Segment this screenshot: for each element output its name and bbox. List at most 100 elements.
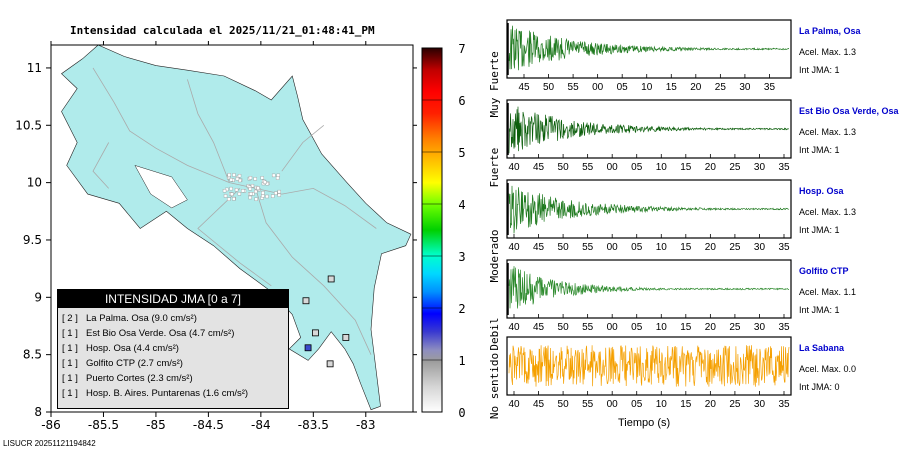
intensity-station-marker [304,344,312,352]
seismogram-panels: 45 50 55 00 05 10 15 20 25 30 35 40 45 50 55 00 05 10 15 20… [506,19,792,410]
trace-x-tick-label: 40 [508,242,520,253]
trace-station-name: La Palma, Osa [799,26,861,36]
trace-x-tick-label: 30 [754,322,766,333]
network-station [232,173,236,177]
trace-x-tick-label: 20 [705,322,717,333]
trace-x-tick-label: 40 [508,162,520,173]
legend-title: INTENSIDAD JMA [0 a 7] [58,290,288,308]
trace-x-tick-label: 20 [690,82,702,93]
trace-x-tick-label: 30 [754,162,766,173]
trace-x-tick-label: 50 [558,322,570,333]
trace-station-name: Est Bio Osa Verde, Osa [799,106,899,116]
colorbar-category-label: Fuerte [488,148,500,188]
trace-x-tick-label: 45 [533,242,545,253]
legend-row: [ 1 ] Est Bio Osa Verde. Osa (4.7 cm/s²) [62,326,288,341]
map-y-tick-label: 10.5 [15,118,42,132]
intensity-colorbar: 0 1 2 3 4 5 6 7 No sentido Debil Moderado Fuerte Muy… [421,42,500,420]
network-station [271,173,276,178]
colorbar-gradient [421,47,443,413]
trace-jma-intensity: Int JMA: 1 [799,225,840,235]
legend-station-text: Golfito CTP (2.7 cm/s²) [86,358,183,369]
trace-accel-max: Acel. Max. 1.3 [799,47,857,57]
trace-x-tick-label: 35 [778,242,790,253]
colorbar-category-label: Moderado [488,230,500,283]
trace-station-name: La Sabana [799,343,845,353]
trace-x-tick-label: 05 [631,399,643,410]
network-station [249,192,253,196]
network-station [271,194,275,198]
intensity-station-marker [326,360,334,368]
intensity-station-marker [327,275,335,283]
intensity-station-marker [312,329,319,337]
colorbar-category-label: No sentido [488,353,500,419]
legend-station-text: Hosp. Osa (4.4 cm/s²) [86,343,179,354]
intensity-station-marker [302,297,310,305]
trace-x-tick-label: 05 [631,322,643,333]
trace-x-tick-label: 10 [656,399,668,410]
colorbar-category-label: Muy Fuerte [488,51,500,117]
trace-x-tick-label: 00 [607,242,619,253]
network-station [229,178,234,182]
trace-station-name: Hosp. Osa [799,186,844,196]
legend-row: [ 1 ] Hosp. B. Aires. Puntarenas (1.6 cm/… [62,386,288,401]
network-station [253,177,257,181]
map-y-tick-label: 8 [34,405,42,419]
trace-accel-max: Acel. Max. 1.1 [799,287,857,297]
trace-jma-intensity: Int JMA: 1 [799,305,840,315]
trace-x-tick-label: 10 [641,82,653,93]
trace-x-tick-label: 45 [533,162,545,173]
colorbar-tick-label: 3 [458,250,465,264]
legend-station-text: Est Bio Osa Verde. Osa (4.7 cm/s²) [86,328,235,339]
legend-rank: [ 1 ] [62,388,78,399]
trace-x-tick-label: 10 [656,242,668,253]
trace-accel-max: Acel. Max. 1.3 [799,127,857,137]
map-x-tick-label: -85.5 [88,418,119,432]
network-station [227,173,231,177]
network-station [248,187,252,191]
trace-x-tick-label: 30 [739,82,751,93]
intensity-station-marker [342,334,350,341]
trace-x-tick-label: 00 [607,399,619,410]
network-station [234,188,239,192]
legend-station-text: La Palma. Osa (9.0 cm/s²) [86,313,197,324]
trace-x-tick-label: 50 [558,242,570,253]
network-station [241,189,245,193]
legend-rank: [ 1 ] [62,373,78,384]
network-station [254,189,258,194]
network-station [261,194,265,198]
map-x-tick-label: -83 [356,418,376,432]
network-station [227,197,231,201]
map-title: Intensidad calculada el 2025/11/21_01:48… [70,24,375,37]
colorbar-category-label: Debil [488,317,500,350]
trace-jma-intensity: Int JMA: 1 [799,65,840,75]
trace-x-tick-label: 35 [764,82,776,93]
waveform-line [508,106,789,154]
footer-id: LISUCR 20251121194842 [3,439,96,448]
trace-x-tick-label: 05 [617,82,629,93]
map-y-tick-label: 9.5 [23,233,42,247]
network-station [256,186,260,190]
network-station [275,176,280,180]
legend-row: [ 1 ] Puerto Cortes (2.3 cm/s²) [62,371,288,386]
waveform-line [508,185,789,234]
trace-x-tick-label: 35 [778,162,790,173]
map-y-tick-label: 8.5 [23,348,42,362]
trace-accel-max: Acel. Max. 0.0 [799,364,857,374]
trace-x-tick-label: 20 [705,162,717,173]
colorbar-tick-label: 5 [458,146,465,160]
colorbar-tick-label: 0 [458,406,465,420]
intensity-legend: INTENSIDAD JMA [0 a 7] [ 2 ] La Palma. Os… [57,289,289,409]
legend-row: [ 1 ] Hosp. Osa (4.4 cm/s²) [62,341,288,356]
trace-x-tick-label: 00 [607,322,619,333]
trace-x-tick-label: 50 [543,82,555,93]
network-station [277,193,281,197]
network-station [274,191,278,195]
map-y-tick-label: 9 [34,290,42,304]
legend-rank: [ 2 ] [62,313,78,324]
network-station [261,191,265,195]
trace-accel-max: Acel. Max. 1.3 [799,207,857,217]
trace-x-tick-label: 55 [582,242,594,253]
network-station [248,195,252,200]
legend-station-text: Hosp. B. Aires. Puntarenas (1.6 cm/s²) [86,388,249,399]
network-station [229,186,233,191]
